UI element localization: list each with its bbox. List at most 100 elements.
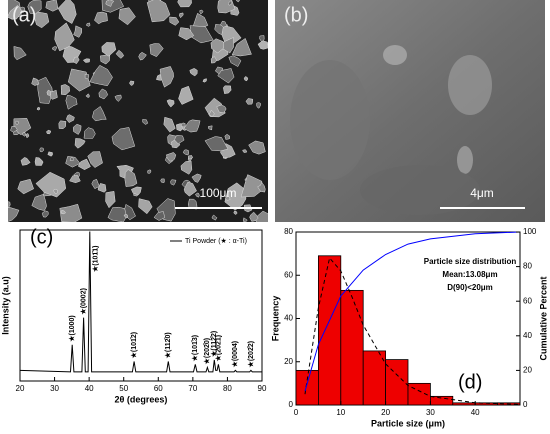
particle — [107, 206, 127, 222]
peak-label: ★(112̄0) — [164, 332, 172, 358]
bar — [429, 395, 454, 406]
particle — [87, 151, 103, 168]
particle — [85, 22, 91, 27]
particle — [39, 147, 45, 153]
particle — [46, 129, 51, 135]
bar — [317, 255, 342, 406]
particle — [242, 217, 248, 222]
particle — [118, 7, 136, 26]
particle — [220, 20, 228, 28]
xrd-line — [19, 231, 262, 373]
x-tick-label: 40 — [471, 408, 480, 417]
particle — [54, 22, 75, 52]
y-axis-label: Intensity (a.u) — [0, 276, 10, 335]
surface-feature — [290, 60, 370, 180]
particle — [27, 0, 42, 15]
particle — [178, 85, 194, 105]
particle — [77, 158, 91, 170]
bar — [340, 289, 364, 406]
particle — [101, 42, 117, 57]
particle — [17, 178, 35, 195]
particle — [223, 85, 232, 94]
particle — [105, 0, 115, 7]
particle — [36, 106, 41, 111]
particle — [60, 84, 70, 96]
surface-feature — [457, 146, 473, 174]
particle — [224, 196, 231, 201]
scale-label: 4μm — [470, 186, 494, 200]
particle — [45, 0, 59, 12]
particle — [74, 138, 86, 149]
particle — [195, 192, 200, 198]
x-tick-label: 30 — [426, 408, 435, 417]
cumulative-curve — [304, 231, 521, 392]
particle — [138, 198, 153, 215]
peak-label: ★(202̄0) — [203, 338, 211, 365]
x-tick-label: 20 — [16, 384, 25, 393]
particle — [130, 186, 142, 196]
particle — [69, 156, 74, 162]
annotation: Mean:13.08μm — [442, 270, 497, 279]
particle — [72, 123, 82, 135]
particle — [8, 201, 11, 208]
particle — [146, 0, 171, 23]
panel-label: (d) — [458, 371, 482, 393]
particle — [242, 149, 248, 153]
particle — [199, 9, 204, 15]
particle — [94, 11, 108, 25]
particle — [224, 133, 230, 140]
particle — [235, 0, 240, 3]
particle — [189, 68, 198, 77]
y2-tick-label: 100 — [523, 227, 537, 236]
particle — [245, 98, 254, 105]
particle — [115, 49, 125, 59]
y2-tick-label: 40 — [523, 331, 532, 340]
particle — [177, 0, 192, 8]
bar — [452, 402, 476, 406]
y-axis-label: Frequency — [270, 296, 280, 342]
particle — [257, 40, 268, 50]
scale-label: 100μm — [200, 186, 237, 200]
particle — [20, 157, 31, 166]
y-tick-label: 40 — [284, 314, 293, 323]
y2-tick-label: 80 — [523, 262, 532, 271]
surface-feature — [360, 165, 480, 215]
particle — [217, 68, 235, 84]
x-tick-label: 30 — [50, 384, 59, 393]
particle — [69, 175, 81, 184]
x-tick-label: 0 — [294, 408, 299, 417]
x-tick-label: 20 — [381, 408, 390, 417]
particle — [138, 51, 147, 61]
particle — [8, 207, 20, 222]
x-tick-label: 40 — [85, 384, 94, 393]
particle — [41, 210, 49, 218]
x-tick-label: 60 — [154, 384, 163, 393]
bar — [295, 369, 319, 406]
particle — [149, 43, 164, 58]
particle — [35, 171, 67, 198]
y2-axis-label: Cumulative Percent — [538, 276, 548, 360]
particle — [249, 211, 259, 222]
particle — [59, 203, 83, 222]
particle — [183, 119, 201, 133]
particle — [231, 38, 252, 57]
fit-curve — [304, 256, 521, 405]
particle — [33, 11, 50, 29]
particle — [58, 120, 67, 129]
particle — [179, 12, 184, 19]
particle — [153, 211, 165, 221]
particle — [10, 125, 18, 133]
surface-feature — [448, 55, 492, 115]
peak-label: ★(1000) — [68, 315, 76, 342]
particle — [61, 209, 66, 215]
particle — [129, 80, 135, 86]
legend-label: Ti Powder (★ : α-Ti) — [185, 237, 247, 245]
particle — [159, 66, 174, 88]
particle — [51, 46, 58, 52]
panel-label: (c) — [30, 226, 53, 248]
particle — [228, 0, 233, 6]
particle — [233, 210, 238, 215]
peak-label: ★(0004) — [231, 341, 239, 368]
x-tick-label: 50 — [119, 384, 128, 393]
